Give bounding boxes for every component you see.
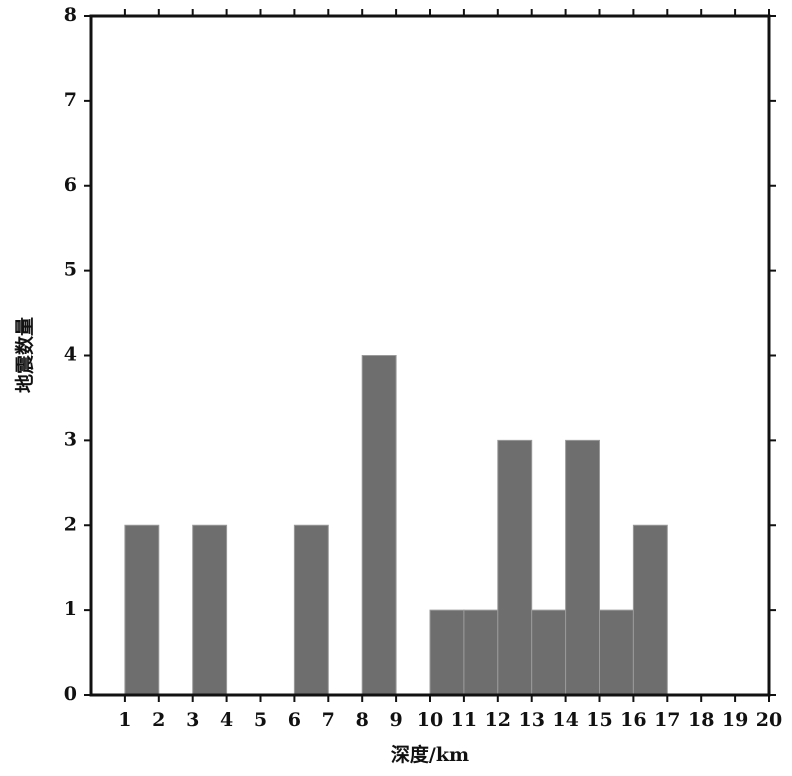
- y-axis-label: 地震数量: [13, 317, 36, 393]
- x-tick-label: 7: [322, 709, 335, 731]
- x-tick-label: 1: [118, 709, 131, 731]
- x-tick-label: 10: [417, 709, 443, 731]
- bar: [497, 439, 533, 696]
- x-tick-label: 18: [688, 709, 714, 731]
- y-tick-label: 1: [64, 598, 77, 620]
- x-tick-label: 12: [485, 709, 511, 731]
- x-tick-label: 6: [288, 709, 301, 731]
- y-tick-label: 8: [64, 4, 77, 26]
- x-tick-label: 16: [620, 709, 646, 731]
- y-tick-label: 7: [64, 89, 77, 111]
- x-tick-label: 11: [451, 709, 477, 731]
- y-tick-label: 5: [64, 259, 77, 281]
- x-tick-label: 20: [756, 709, 782, 731]
- bar: [124, 524, 160, 696]
- y-tick-label: 3: [64, 428, 77, 450]
- x-tick-label: 3: [186, 709, 199, 731]
- x-axis-label: 深度/km: [391, 743, 469, 766]
- y-tick-label: 4: [64, 344, 77, 366]
- y-tick-label: 0: [64, 683, 77, 705]
- bar: [361, 355, 397, 696]
- x-tick-label: 19: [722, 709, 748, 731]
- y-tick-label: 6: [64, 174, 77, 196]
- x-tick-label: 4: [220, 709, 233, 731]
- bar: [531, 609, 567, 696]
- bar: [293, 524, 329, 696]
- x-tick-label: 9: [389, 709, 402, 731]
- bar: [565, 439, 600, 696]
- bar: [192, 524, 228, 696]
- x-tick-label: 8: [356, 709, 369, 731]
- x-tick-label: 13: [518, 709, 544, 731]
- bar: [599, 609, 634, 696]
- x-tick-label: 15: [586, 709, 612, 731]
- x-tick-label: 5: [254, 709, 267, 731]
- y-tick-label: 2: [64, 513, 77, 535]
- bar: [463, 609, 499, 696]
- bar: [429, 609, 465, 696]
- x-tick-label: 14: [552, 709, 578, 731]
- x-tick-label: 17: [654, 709, 680, 731]
- bar: [632, 524, 668, 696]
- x-tick-label: 2: [152, 709, 165, 731]
